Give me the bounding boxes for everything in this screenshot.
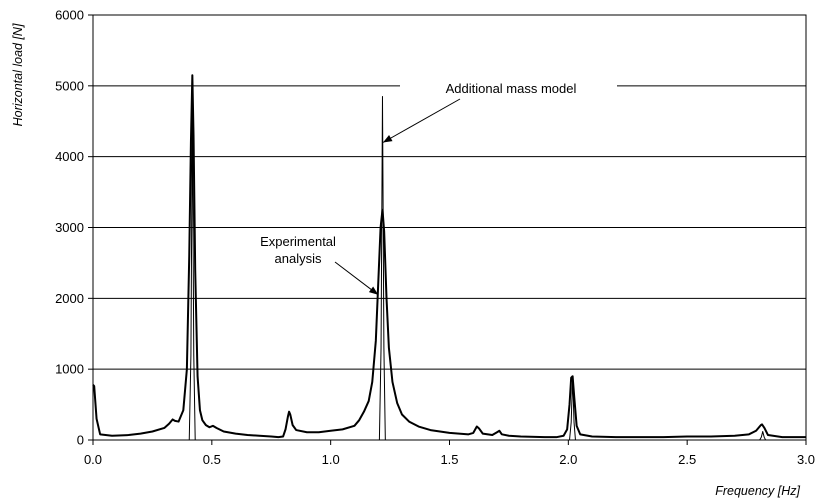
- annotation-arrowhead: [368, 286, 379, 295]
- series-layer: [92, 74, 806, 441]
- annotations: Additional mass model Experimental analysi…: [242, 76, 617, 296]
- annotation-label: Experimental: [260, 234, 336, 249]
- y-axis-title: Horizontal load [N]: [11, 23, 25, 126]
- y-tick-label: 5000: [55, 78, 84, 93]
- annotation-arrow: [382, 98, 461, 143]
- y-tick-label: 2000: [55, 291, 84, 306]
- series-line-1: [93, 95, 806, 441]
- y-tick-label: 3000: [55, 220, 84, 235]
- series-line-2: [92, 74, 806, 439]
- x-axis-title: Frequency [Hz]: [715, 484, 800, 498]
- ticks: 0 1000 2000 3000 4000 5000 6000 0.0 0.5 1.0 1.5 2.0…: [55, 8, 815, 468]
- x-tick-label: 0.5: [203, 452, 221, 467]
- x-tick-label: 0.0: [84, 452, 102, 467]
- annotation-label: analysis: [275, 251, 322, 266]
- annotation-arrow: [334, 261, 379, 296]
- annotation-background: [242, 228, 354, 268]
- gridlines: [93, 85, 806, 370]
- annotation-background: [400, 76, 617, 98]
- annotation-label: Additional mass model: [446, 81, 577, 96]
- y-tick-label: 4000: [55, 149, 84, 164]
- y-tick-label: 0: [77, 433, 84, 448]
- y-tick-label: 6000: [55, 8, 84, 23]
- x-tick-label: 1.0: [322, 452, 340, 467]
- x-tick-label: 2.0: [559, 452, 577, 467]
- annotation-arrowhead: [382, 135, 393, 143]
- x-tick-label: 1.5: [440, 452, 458, 467]
- x-tick-label: 2.5: [678, 452, 696, 467]
- x-tick-label: 3.0: [797, 452, 815, 467]
- y-tick-label: 1000: [55, 362, 84, 377]
